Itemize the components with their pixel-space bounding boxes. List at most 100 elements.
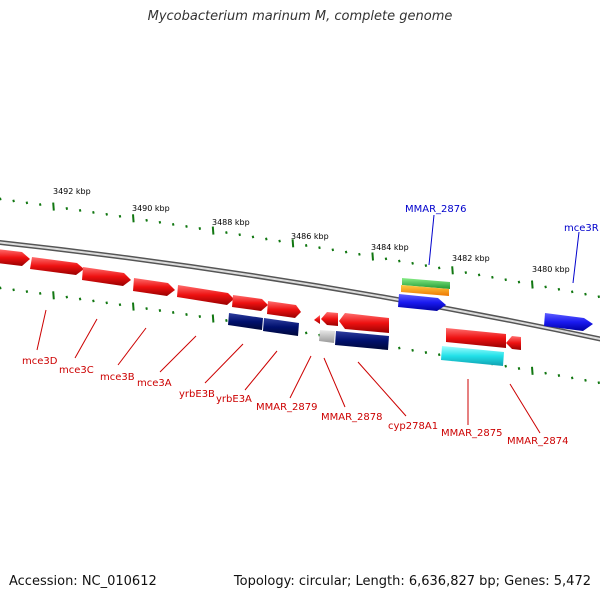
scale-tick <box>0 286 2 290</box>
scale-tick <box>597 381 600 385</box>
scale-label-3480: 3480 kbp <box>532 265 570 274</box>
gene-cyan[interactable] <box>441 346 504 366</box>
gene-mmar-2876[interactable] <box>398 294 446 311</box>
scale-tick <box>105 212 108 216</box>
label-yrbe3b[interactable]: yrbE3B <box>179 389 215 400</box>
scale-tick <box>12 199 15 203</box>
scale-tick <box>544 285 547 289</box>
scale-tick <box>52 291 55 300</box>
gene-gray[interactable] <box>319 330 335 343</box>
scale-tick <box>318 246 321 250</box>
scale-tick <box>225 231 228 235</box>
scale-tick <box>65 295 69 299</box>
scale-tick <box>358 252 361 256</box>
gene-yrbe3b[interactable] <box>177 285 234 305</box>
gene-mmar-2875[interactable] <box>446 328 506 348</box>
scale-tick <box>225 319 228 322</box>
gene-cyp278a1[interactable] <box>339 313 389 333</box>
scale-tick <box>171 222 175 226</box>
scale-tick <box>437 353 441 357</box>
gene-mmar-2876-orange[interactable] <box>401 285 449 296</box>
scale-tick <box>198 315 202 318</box>
scale-tick <box>265 237 268 241</box>
label-mce3r[interactable]: mce3R <box>564 223 599 234</box>
scale-tick <box>331 248 335 252</box>
leader-lines <box>36 309 541 434</box>
scale-tick <box>211 314 215 323</box>
gene-yrbe3a[interactable] <box>232 295 268 311</box>
gene-mmar-2878[interactable] <box>314 315 320 324</box>
gene-mmar-2874[interactable] <box>506 336 521 350</box>
scale-tick <box>38 291 42 295</box>
scale-label-3486: 3486 kbp <box>291 232 329 241</box>
scale-label-3488: 3488 kbp <box>212 218 250 227</box>
scale-tick <box>398 346 401 350</box>
scale-tick <box>78 297 82 301</box>
scale-label-3490: 3490 kbp <box>132 204 170 213</box>
scale-tick <box>531 366 534 375</box>
label-mmar-2876[interactable]: MMAR_2876 <box>405 204 467 215</box>
label-mce3d[interactable]: mce3D <box>22 356 58 367</box>
scale-tick <box>398 259 401 263</box>
genome-summary-text: Topology: circular; Length: 6,636,827 bp… <box>233 574 591 589</box>
label-mmar-2875[interactable]: MMAR_2875 <box>441 428 503 439</box>
gene-mce3r[interactable] <box>544 313 593 331</box>
genome-backbone-highlight <box>0 241 600 340</box>
gene-navy-1[interactable] <box>228 313 263 330</box>
scale-tick <box>557 287 561 291</box>
scale-tick <box>25 201 29 205</box>
scale-tick <box>65 207 69 210</box>
scale-label-3482: 3482 kbp <box>452 254 490 263</box>
gene-navy-3[interactable] <box>335 331 389 350</box>
gene-mmar-2876-green[interactable] <box>402 278 450 289</box>
scale-tick <box>92 299 95 303</box>
scale-tick <box>384 257 388 261</box>
scale-label-3492: 3492 kbp <box>53 187 91 196</box>
scale-tick <box>171 311 175 314</box>
scale-tick <box>424 264 428 268</box>
label-mmar-2878[interactable]: MMAR_2878 <box>321 412 383 423</box>
scale-tick <box>251 235 255 239</box>
scale-tick <box>291 239 295 248</box>
scale-tick <box>411 348 414 352</box>
scale-tick <box>531 280 534 289</box>
scale-tick <box>411 261 414 265</box>
scale-tick <box>570 376 574 380</box>
scale-tick <box>198 227 202 230</box>
label-yrbe3a[interactable]: yrbE3A <box>216 394 252 405</box>
scale-tick <box>185 224 188 228</box>
scale-tick <box>570 290 574 294</box>
scale-tick <box>517 280 521 284</box>
label-mce3c[interactable]: mce3C <box>59 365 94 376</box>
scale-tick <box>437 266 441 270</box>
scale-tick <box>304 244 308 247</box>
scale-tick <box>118 214 122 218</box>
scale-tick <box>517 367 521 370</box>
scale-tick <box>78 208 82 212</box>
scale-tick <box>304 331 308 335</box>
label-mce3b[interactable]: mce3B <box>100 372 135 383</box>
scale-tick <box>344 250 348 254</box>
label-mce3a[interactable]: mce3A <box>137 378 172 389</box>
label-mmar-2874[interactable]: MMAR_2874 <box>507 436 569 447</box>
gene-mce3c[interactable] <box>30 257 84 275</box>
scale-tick <box>185 313 188 316</box>
accession-text: Accession: NC_010612 <box>9 574 157 589</box>
scale-tick <box>92 210 95 214</box>
gene-mce3b[interactable] <box>82 267 131 286</box>
scale-tick <box>544 371 547 375</box>
scale-tick <box>158 309 162 312</box>
outer-scale-ticks <box>0 197 600 299</box>
gene-mmar-2879[interactable] <box>267 301 301 318</box>
scale-label-3484: 3484 kbp <box>371 243 409 252</box>
gene-navy-2[interactable] <box>263 318 299 336</box>
label-cyp278a1[interactable]: cyp278A1 <box>388 421 438 432</box>
scale-tick <box>25 290 29 294</box>
scale-tick <box>504 364 507 368</box>
gene-mce3a[interactable] <box>133 278 175 296</box>
scale-tick <box>238 233 241 237</box>
gene-mmar-2878b[interactable] <box>321 312 338 326</box>
gene-mce3d[interactable] <box>0 249 30 266</box>
label-mmar-2879[interactable]: MMAR_2879 <box>256 402 318 413</box>
